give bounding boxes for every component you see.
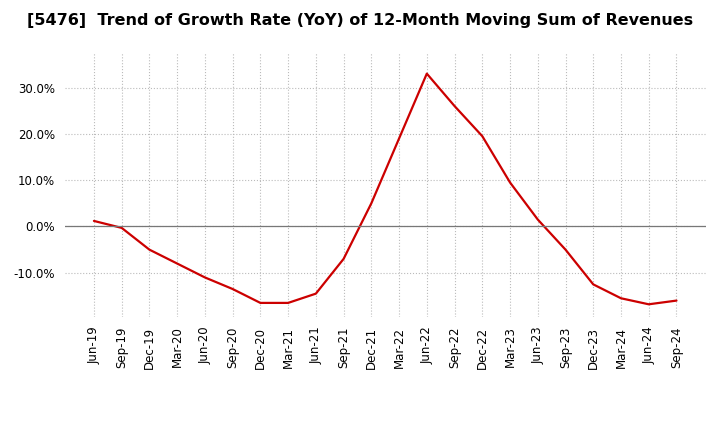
Text: [5476]  Trend of Growth Rate (YoY) of 12-Month Moving Sum of Revenues: [5476] Trend of Growth Rate (YoY) of 12-… (27, 13, 693, 28)
